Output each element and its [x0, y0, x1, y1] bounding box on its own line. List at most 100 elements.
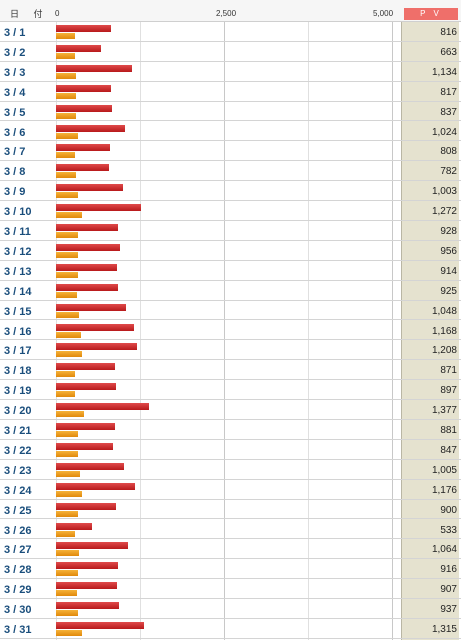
pv-value: 1,134: [431, 66, 457, 78]
bar-series-2: [56, 510, 78, 517]
bar-series-2: [56, 232, 78, 238]
bar-series-2: [56, 590, 77, 597]
table-row: 3 / 18 871: [0, 360, 461, 381]
bar-series-2: [56, 212, 82, 219]
row-separator: [0, 598, 461, 600]
row-date: 3 / 8: [4, 166, 26, 179]
pv-value: 900: [440, 504, 457, 516]
bar-series-2: [56, 52, 76, 59]
bar-series-2: [56, 550, 79, 557]
table-row: 3 / 25 900: [0, 500, 461, 520]
row-date: 3 / 13: [4, 265, 32, 278]
row-separator: [0, 40, 461, 42]
row-date: 3 / 24: [4, 484, 32, 497]
row-separator: [0, 418, 461, 420]
bar-series-2: [56, 72, 77, 79]
table-row: 3 / 9 1,003: [0, 181, 461, 202]
row-date: 3 / 31: [4, 624, 32, 636]
grid-line: [308, 22, 309, 640]
table-row: 3 / 7 808: [0, 141, 461, 162]
row-separator: [0, 80, 461, 82]
table-row: 3 / 27 1,064: [0, 539, 461, 560]
table-row: 3 / 24 1,176: [0, 480, 461, 500]
pv-value: 808: [440, 146, 457, 158]
pv-value: 837: [440, 106, 457, 118]
row-separator: [0, 100, 461, 102]
bar-series-1: [56, 144, 111, 152]
bar-series-1: [56, 363, 115, 371]
bar-series-2: [56, 172, 77, 179]
bar-series-2: [56, 152, 76, 159]
row-separator: [0, 200, 461, 202]
table-row: 3 / 12 956: [0, 241, 461, 261]
bar-series-1: [56, 224, 119, 231]
row-date: 3 / 4: [4, 86, 26, 99]
bar-grid: [56, 22, 401, 640]
axis-tick-label: 2,500: [216, 9, 237, 18]
row-date: 3 / 14: [4, 285, 32, 298]
bar-series-2: [56, 112, 77, 119]
grid-line: [56, 22, 57, 640]
row-date: 3 / 28: [4, 564, 32, 577]
row-separator: [0, 438, 461, 440]
bar-series-1: [56, 124, 125, 132]
row-separator: [0, 558, 461, 560]
table-row: 3 / 29 907: [0, 579, 461, 600]
pv-value: 956: [440, 245, 457, 257]
bar-series-1: [56, 502, 117, 510]
table-row: 3 / 16 1,168: [0, 321, 461, 341]
pv-value: 1,064: [431, 544, 457, 556]
bar-series-2: [56, 391, 76, 398]
bar-series-1: [56, 522, 92, 530]
row-separator: [0, 299, 461, 301]
table-row: 3 / 8 782: [0, 161, 461, 182]
row-date: 3 / 10: [4, 206, 32, 219]
bar-series-1: [56, 263, 118, 271]
pv-value: 897: [440, 385, 457, 397]
row-separator: [0, 160, 461, 162]
bar-series-2: [56, 192, 78, 199]
row-separator: [0, 239, 461, 241]
row-date: 3 / 6: [4, 126, 26, 139]
bar-series-2: [56, 450, 78, 457]
bar-series-2: [56, 570, 78, 577]
row-date: 3 / 15: [4, 305, 32, 318]
row-separator: [0, 60, 461, 62]
table-row: 3 / 10 1,272: [0, 201, 461, 221]
table-row: 3 / 5 837: [0, 102, 461, 122]
bar-series-2: [56, 411, 85, 418]
table-row: 3 / 21 881: [0, 420, 461, 440]
bar-series-1: [56, 462, 124, 470]
pv-value: 1,024: [431, 126, 457, 138]
row-date: 3 / 23: [4, 464, 32, 477]
bar-series-1: [56, 323, 135, 331]
bar-series-1: [56, 542, 128, 550]
bar-series-1: [56, 104, 113, 112]
table-row: 3 / 1 816: [0, 22, 461, 42]
pv-value: 847: [440, 444, 457, 456]
bar-series-1: [56, 303, 127, 311]
bar-series-2: [56, 610, 79, 617]
row-date: 3 / 27: [4, 544, 32, 557]
row-date: 3 / 30: [4, 604, 32, 617]
table-row: 3 / 23 1,005: [0, 460, 461, 480]
pv-value: 928: [440, 226, 457, 237]
table-row: 3 / 2 663: [0, 42, 461, 62]
row-date: 3 / 16: [4, 325, 32, 338]
bar-series-2: [56, 431, 78, 437]
table-row: 3 / 19 897: [0, 380, 461, 401]
bar-series-2: [56, 490, 82, 497]
table-row: 3 / 11 928: [0, 221, 461, 241]
bar-series-1: [56, 84, 111, 92]
row-separator: [0, 498, 461, 500]
bar-series-1: [56, 383, 117, 391]
pv-value: 782: [440, 166, 457, 178]
table-row: 3 / 14 925: [0, 281, 461, 301]
pv-column: [402, 22, 459, 640]
row-date: 3 / 17: [4, 345, 32, 358]
pv-value: 925: [440, 285, 457, 297]
bar-series-1: [56, 243, 121, 251]
row-separator: [0, 458, 461, 460]
bar-series-2: [56, 132, 78, 139]
table-row: 3 / 4 817: [0, 82, 461, 102]
